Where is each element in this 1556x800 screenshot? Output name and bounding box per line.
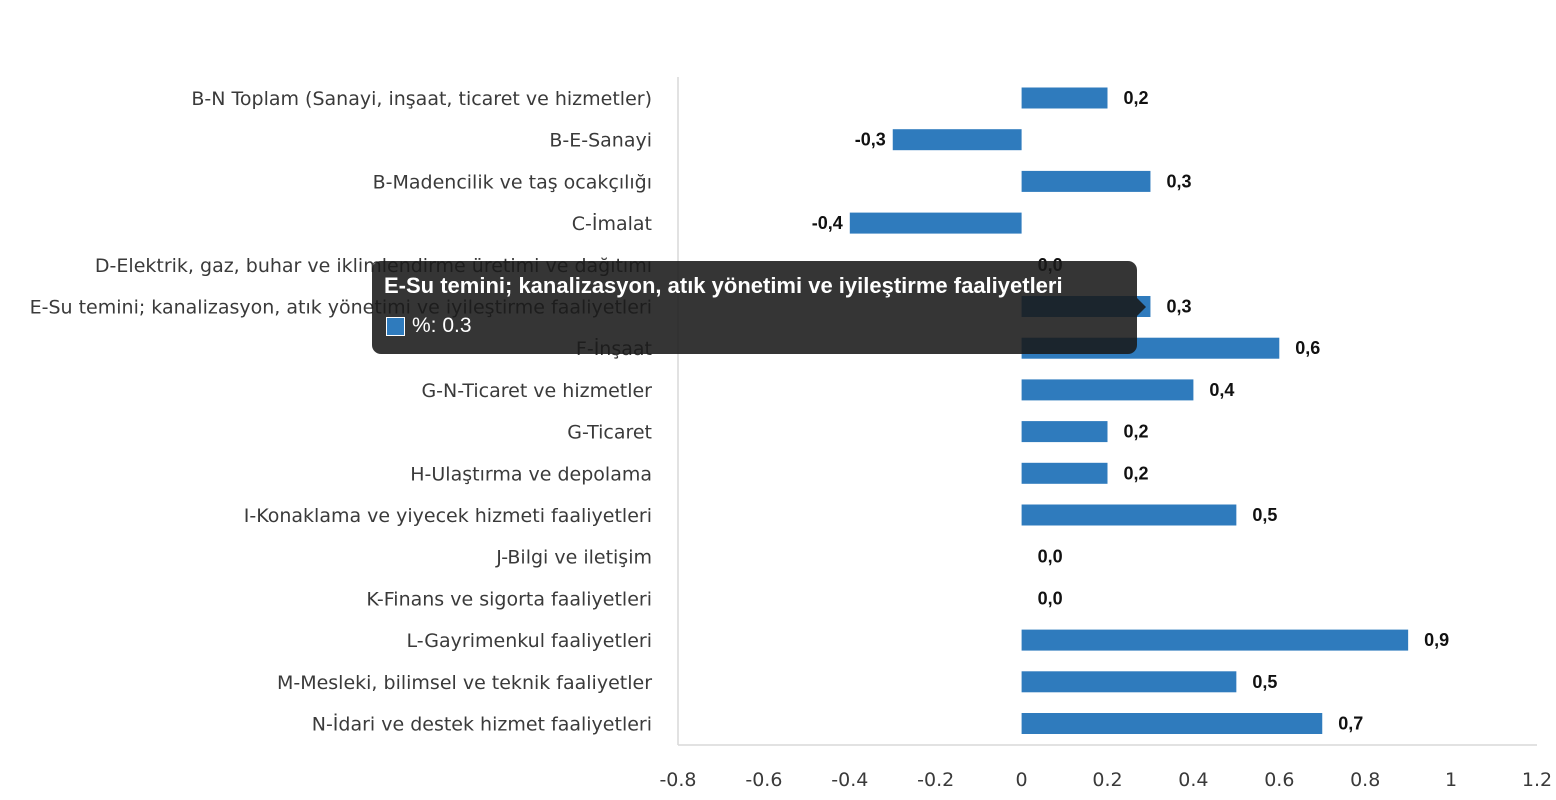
bar — [1021, 170, 1151, 192]
data-label: 0,2 — [1124, 88, 1149, 108]
category-label: G-N-Ticaret ve hizmetler — [421, 380, 652, 402]
bar — [1021, 379, 1194, 401]
x-tick-label: 0.8 — [1350, 769, 1380, 791]
x-tick-label: 0.6 — [1264, 769, 1294, 791]
bar — [1021, 462, 1108, 484]
chart-axes: -0.8 -0.6 -0.4 -0.2 0 0.2 0.4 0.6 0.8 1 1.2 — [659, 77, 1552, 791]
chart-bars — [849, 87, 1409, 734]
x-tick-label: 1.2 — [1522, 769, 1552, 791]
data-label: 0,5 — [1252, 672, 1277, 692]
bar — [1021, 504, 1237, 526]
bar — [1021, 671, 1237, 693]
x-tick-label: 1 — [1445, 769, 1457, 791]
category-label: B-Madencilik ve taş ocakçılığı — [373, 171, 652, 193]
data-label: 0,5 — [1252, 505, 1277, 525]
x-tick-label: -0.6 — [745, 769, 782, 791]
bar — [1021, 87, 1108, 109]
bar — [1021, 629, 1409, 651]
bar — [892, 129, 1022, 151]
data-label: 0,6 — [1295, 338, 1320, 358]
x-tick-label: -0.8 — [659, 769, 696, 791]
bar — [1021, 421, 1108, 443]
tooltip-series-swatch — [386, 317, 405, 336]
category-label: C-İmalat — [572, 212, 652, 235]
x-tick-label: 0.2 — [1092, 769, 1122, 791]
category-label: I-Konaklama ve yiyecek hizmeti faaliyetl… — [244, 505, 652, 527]
category-label: H-Ulaştırma ve depolama — [410, 463, 652, 485]
tooltip-pointer — [1137, 298, 1146, 316]
bar — [849, 212, 1022, 234]
x-tick-label: -0.2 — [917, 769, 954, 791]
data-label: 0,0 — [1038, 547, 1063, 567]
x-tick-label: -0.4 — [831, 769, 868, 791]
data-label: 0,9 — [1424, 630, 1449, 650]
category-label: L-Gayrimenkul faaliyetleri — [407, 630, 653, 652]
data-label: 0,2 — [1124, 422, 1149, 442]
bar — [1021, 713, 1323, 734]
category-label: B-N Toplam (Sanayi, inşaat, ticaret ve h… — [191, 88, 652, 110]
data-label: 0,2 — [1124, 463, 1149, 483]
category-label: B-E-Sanayi — [549, 130, 652, 152]
category-label: J-Bilgi ve iletişim — [495, 547, 652, 569]
category-label: N-İdari ve destek hizmet faaliyetleri — [312, 713, 652, 736]
data-label: 0,7 — [1338, 714, 1363, 734]
data-label: -0,4 — [812, 213, 843, 233]
data-label: 0,3 — [1166, 171, 1191, 191]
data-label: 0,4 — [1209, 380, 1234, 400]
category-label: G-Ticaret — [567, 422, 652, 444]
category-label: K-Finans ve sigorta faaliyetleri — [366, 588, 652, 610]
data-label: -0,3 — [855, 130, 886, 150]
tooltip-series-value: %: 0.3 — [412, 314, 472, 337]
tooltip-title: E-Su temini; kanalizasyon, atık yönetimi… — [384, 273, 1063, 298]
x-tick-label: 0.4 — [1178, 769, 1208, 791]
x-tick-label: 0 — [1016, 769, 1028, 791]
data-label: 0,3 — [1166, 297, 1191, 317]
category-label: M-Mesleki, bilimsel ve teknik faaliyetle… — [277, 672, 652, 694]
data-label: 0,0 — [1038, 588, 1063, 608]
chart-tooltip: E-Su temini; kanalizasyon, atık yönetimi… — [372, 261, 1146, 354]
